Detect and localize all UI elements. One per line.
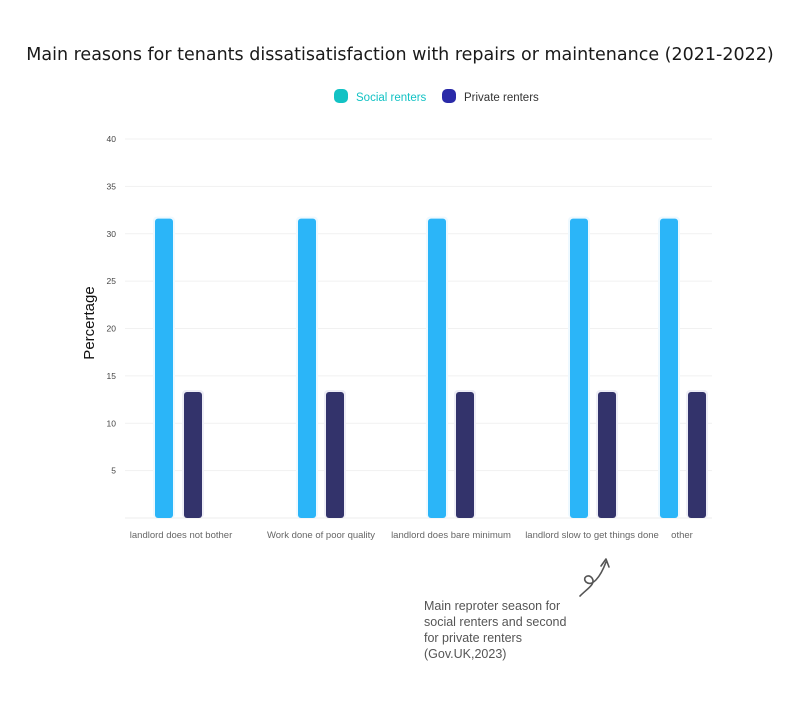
bar-social-renters: [570, 218, 588, 518]
bar-social-renters: [428, 218, 446, 518]
y-tick-label: 30: [107, 229, 117, 239]
x-category-label: Work done of poor quality: [267, 530, 375, 541]
bar-social-renters: [298, 218, 316, 518]
x-category-label: landlord does not bother: [130, 530, 232, 541]
y-axis-label: Percertage: [81, 286, 98, 359]
x-category-label: other: [671, 530, 693, 541]
annotation-arrow-icon: [579, 561, 607, 597]
bars: [153, 216, 708, 518]
y-axis-ticks: 5 10 15 20 25 30 35 40: [107, 134, 117, 476]
bar-social-renters: [155, 218, 173, 518]
x-category-label: landlord does bare minimum: [391, 530, 511, 541]
y-tick-label: 10: [107, 418, 117, 428]
bar-private-renters: [184, 391, 202, 518]
x-axis-categories: landlord does not bother Work done of poo…: [130, 530, 693, 541]
y-tick-label: 5: [111, 466, 116, 476]
annotation-line-3: for private renters: [424, 631, 522, 645]
annotation: Main reproter season for social renters …: [424, 558, 610, 661]
gridlines: [125, 138, 712, 519]
bar-social-renters: [660, 218, 678, 518]
bar-private-renters: [456, 391, 474, 518]
x-category-label: landlord slow to get things done: [525, 530, 659, 541]
legend: Social renters Private renters: [334, 89, 539, 104]
annotation-line-2: social renters and second: [424, 615, 566, 629]
y-tick-label: 35: [107, 181, 117, 191]
y-tick-label: 20: [107, 324, 117, 334]
y-tick-label: 40: [107, 134, 117, 144]
annotation-line-1: Main reproter season for: [424, 599, 560, 613]
annotation-arrowhead-icon: [600, 558, 610, 568]
y-tick-label: 25: [107, 276, 117, 286]
bar-private-renters: [688, 391, 706, 518]
bar-private-renters: [598, 391, 616, 518]
annotation-line-4: (Gov.UK,2023): [424, 647, 506, 661]
chart-title: Main reasons for tenants dissatisatisfac…: [26, 45, 773, 65]
bar-private-renters: [326, 391, 344, 518]
legend-label-private: Private renters: [464, 92, 539, 104]
y-tick-label: 15: [107, 371, 117, 381]
legend-swatch-private: [442, 89, 456, 103]
legend-label-social: Social renters: [356, 92, 427, 104]
legend-swatch-social: [334, 89, 348, 103]
